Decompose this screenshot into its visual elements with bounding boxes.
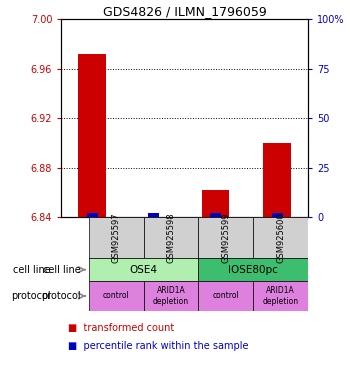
Bar [198,258,308,281]
Text: cell line: cell line [43,265,81,275]
Text: ■  percentile rank within the sample: ■ percentile rank within the sample [68,341,249,351]
Text: protocol: protocol [11,291,51,301]
Text: control: control [212,291,239,301]
Bar [89,217,144,258]
Text: GSM925597: GSM925597 [112,212,121,263]
Text: GSM925600: GSM925600 [276,212,285,263]
Title: GDS4826 / ILMN_1796059: GDS4826 / ILMN_1796059 [103,5,266,18]
Bar [198,281,253,311]
Text: IOSE80pc: IOSE80pc [228,265,278,275]
Bar [148,213,159,217]
Text: ARID1A
depletion: ARID1A depletion [262,286,299,306]
Bar [144,281,198,311]
Bar [263,143,291,217]
Bar [144,217,198,258]
Text: GSM925599: GSM925599 [221,212,230,263]
Text: GSM925598: GSM925598 [166,212,175,263]
Bar [78,54,106,217]
Bar [253,281,308,311]
Text: ARID1A
depletion: ARID1A depletion [153,286,189,306]
Bar [210,213,221,217]
Bar [89,281,144,311]
Bar [86,213,98,217]
Text: OSE4: OSE4 [130,265,158,275]
Bar [198,217,253,258]
Bar [272,213,283,217]
Text: ■  transformed count: ■ transformed count [68,323,175,333]
Text: protocol: protocol [41,291,81,301]
Text: control: control [103,291,130,301]
Text: cell line: cell line [13,265,51,275]
Bar [253,217,308,258]
Bar [89,258,198,281]
Bar [202,190,229,217]
